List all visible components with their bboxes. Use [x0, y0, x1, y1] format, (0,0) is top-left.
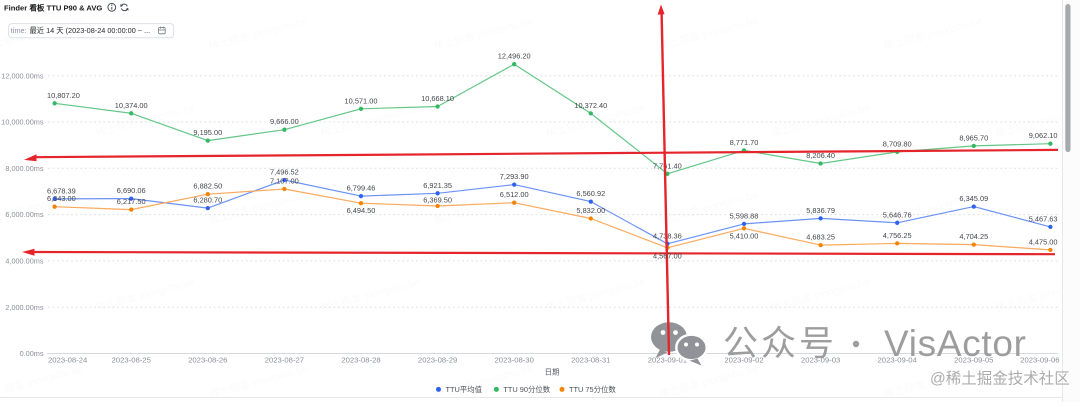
svg-text:6,799.46: 6,799.46: [347, 184, 376, 193]
svg-text:2023-08-28: 2023-08-28: [341, 355, 380, 364]
svg-text:9,062.10: 9,062.10: [1029, 131, 1058, 140]
svg-text:0.00ms: 0.00ms: [20, 349, 44, 358]
svg-text:2023-08-24: 2023-08-24: [48, 355, 88, 364]
svg-text:8,965.70: 8,965.70: [959, 133, 988, 142]
svg-text:12,000.00ms: 12,000.00ms: [1, 71, 44, 80]
svg-text:@稀土掘金技术社区: @稀土掘金技术社区: [930, 370, 1070, 388]
svg-text:2023-08-25: 2023-08-25: [112, 355, 151, 364]
svg-text:5,836.79: 5,836.79: [806, 206, 835, 215]
svg-text:2023-08-31: 2023-08-31: [571, 355, 610, 364]
svg-text:5,646.76: 5,646.76: [883, 210, 912, 219]
svg-text:日期: 日期: [545, 367, 560, 376]
svg-text:7,496.52: 7,496.52: [270, 168, 299, 177]
svg-text:9,666.00: 9,666.00: [270, 117, 299, 126]
svg-text:12,496.20: 12,496.20: [498, 52, 531, 61]
svg-text:8,771.70: 8,771.70: [730, 138, 759, 147]
svg-text:2023-08-30: 2023-08-30: [495, 355, 534, 364]
svg-text:6,345.09: 6,345.09: [959, 194, 988, 203]
svg-text:VisActor: VisActor: [884, 323, 1027, 364]
svg-text:5,598.88: 5,598.88: [730, 211, 759, 220]
svg-text:6,678.39: 6,678.39: [47, 186, 76, 195]
svg-text:2023-09-01: 2023-09-01: [648, 355, 687, 364]
svg-text:8,206.40: 8,206.40: [806, 151, 835, 160]
svg-text:2023-08-26: 2023-08-26: [188, 355, 227, 364]
svg-text:10,807.20: 10,807.20: [47, 91, 80, 100]
svg-text:6,217.50: 6,217.50: [117, 197, 146, 206]
svg-text:7,761.40: 7,761.40: [653, 161, 682, 170]
svg-text:8,709.80: 8,709.80: [883, 139, 912, 148]
svg-text:5,467.63: 5,467.63: [1029, 214, 1058, 223]
svg-text:2023-09-04: 2023-09-04: [878, 355, 918, 364]
svg-text:4,567.00: 4,567.00: [653, 252, 682, 261]
svg-text:TTU 75分位数: TTU 75分位数: [569, 385, 616, 394]
svg-text:7,293.90: 7,293.90: [500, 172, 529, 181]
svg-text:6,494.50: 6,494.50: [347, 206, 376, 215]
svg-text:2023-08-27: 2023-08-27: [265, 355, 304, 364]
svg-text:4,704.25: 4,704.25: [959, 232, 988, 241]
svg-text:time:: time:: [11, 26, 27, 35]
svg-text:10,374.00: 10,374.00: [115, 101, 148, 110]
svg-text:6,343.00: 6,343.00: [47, 194, 76, 203]
svg-text:8,000.00ms: 8,000.00ms: [5, 164, 43, 173]
svg-text:6,000.00ms: 6,000.00ms: [5, 210, 43, 219]
svg-text:2023-09-03: 2023-09-03: [801, 355, 840, 364]
svg-text:7,107.00: 7,107.00: [270, 177, 299, 186]
svg-text:TTU 90分位数: TTU 90分位数: [503, 385, 550, 394]
svg-text:4,000.00ms: 4,000.00ms: [5, 257, 43, 266]
svg-text:2023-09-05: 2023-09-05: [954, 355, 993, 364]
svg-text:6,512.00: 6,512.00: [500, 190, 529, 199]
svg-text:Finder 看板 TTU P90 & AVG: Finder 看板 TTU P90 & AVG: [4, 2, 102, 12]
svg-text:2023-09-06: 2023-09-06: [1020, 355, 1059, 364]
svg-text:6,369.50: 6,369.50: [423, 196, 452, 205]
svg-text:TTU平均值: TTU平均值: [446, 385, 483, 394]
svg-text:6,882.50: 6,882.50: [193, 182, 222, 191]
svg-text:最近 14 天 (2023-08-24 00:00:00 ~: 最近 14 天 (2023-08-24 00:00:00 ~ ...: [30, 26, 151, 35]
svg-text:2023-09-02: 2023-09-02: [724, 355, 763, 364]
svg-text:2,000.00ms: 2,000.00ms: [5, 303, 43, 312]
svg-text:5,410.00: 5,410.00: [730, 231, 759, 240]
svg-text:公众号: 公众号: [723, 325, 837, 364]
svg-text:2023-08-29: 2023-08-29: [418, 355, 457, 364]
svg-text:4,756.25: 4,756.25: [883, 231, 912, 240]
svg-text:6,921.35: 6,921.35: [423, 181, 452, 190]
svg-text:10,571.00: 10,571.00: [345, 96, 378, 105]
svg-text:10,668.10: 10,668.10: [421, 94, 454, 103]
svg-text:6,690.06: 6,690.06: [117, 186, 146, 195]
svg-text:4,475.00: 4,475.00: [1029, 237, 1058, 246]
svg-text:6,280.70: 6,280.70: [193, 196, 222, 205]
svg-text:10,000.00ms: 10,000.00ms: [1, 118, 44, 127]
svg-text:9,195.00: 9,195.00: [193, 128, 222, 137]
svg-text:6,560.92: 6,560.92: [576, 189, 605, 198]
svg-text:5,832.00: 5,832.00: [576, 206, 605, 215]
svg-text:4,683.25: 4,683.25: [806, 233, 835, 242]
svg-text:10,372.40: 10,372.40: [574, 101, 607, 110]
